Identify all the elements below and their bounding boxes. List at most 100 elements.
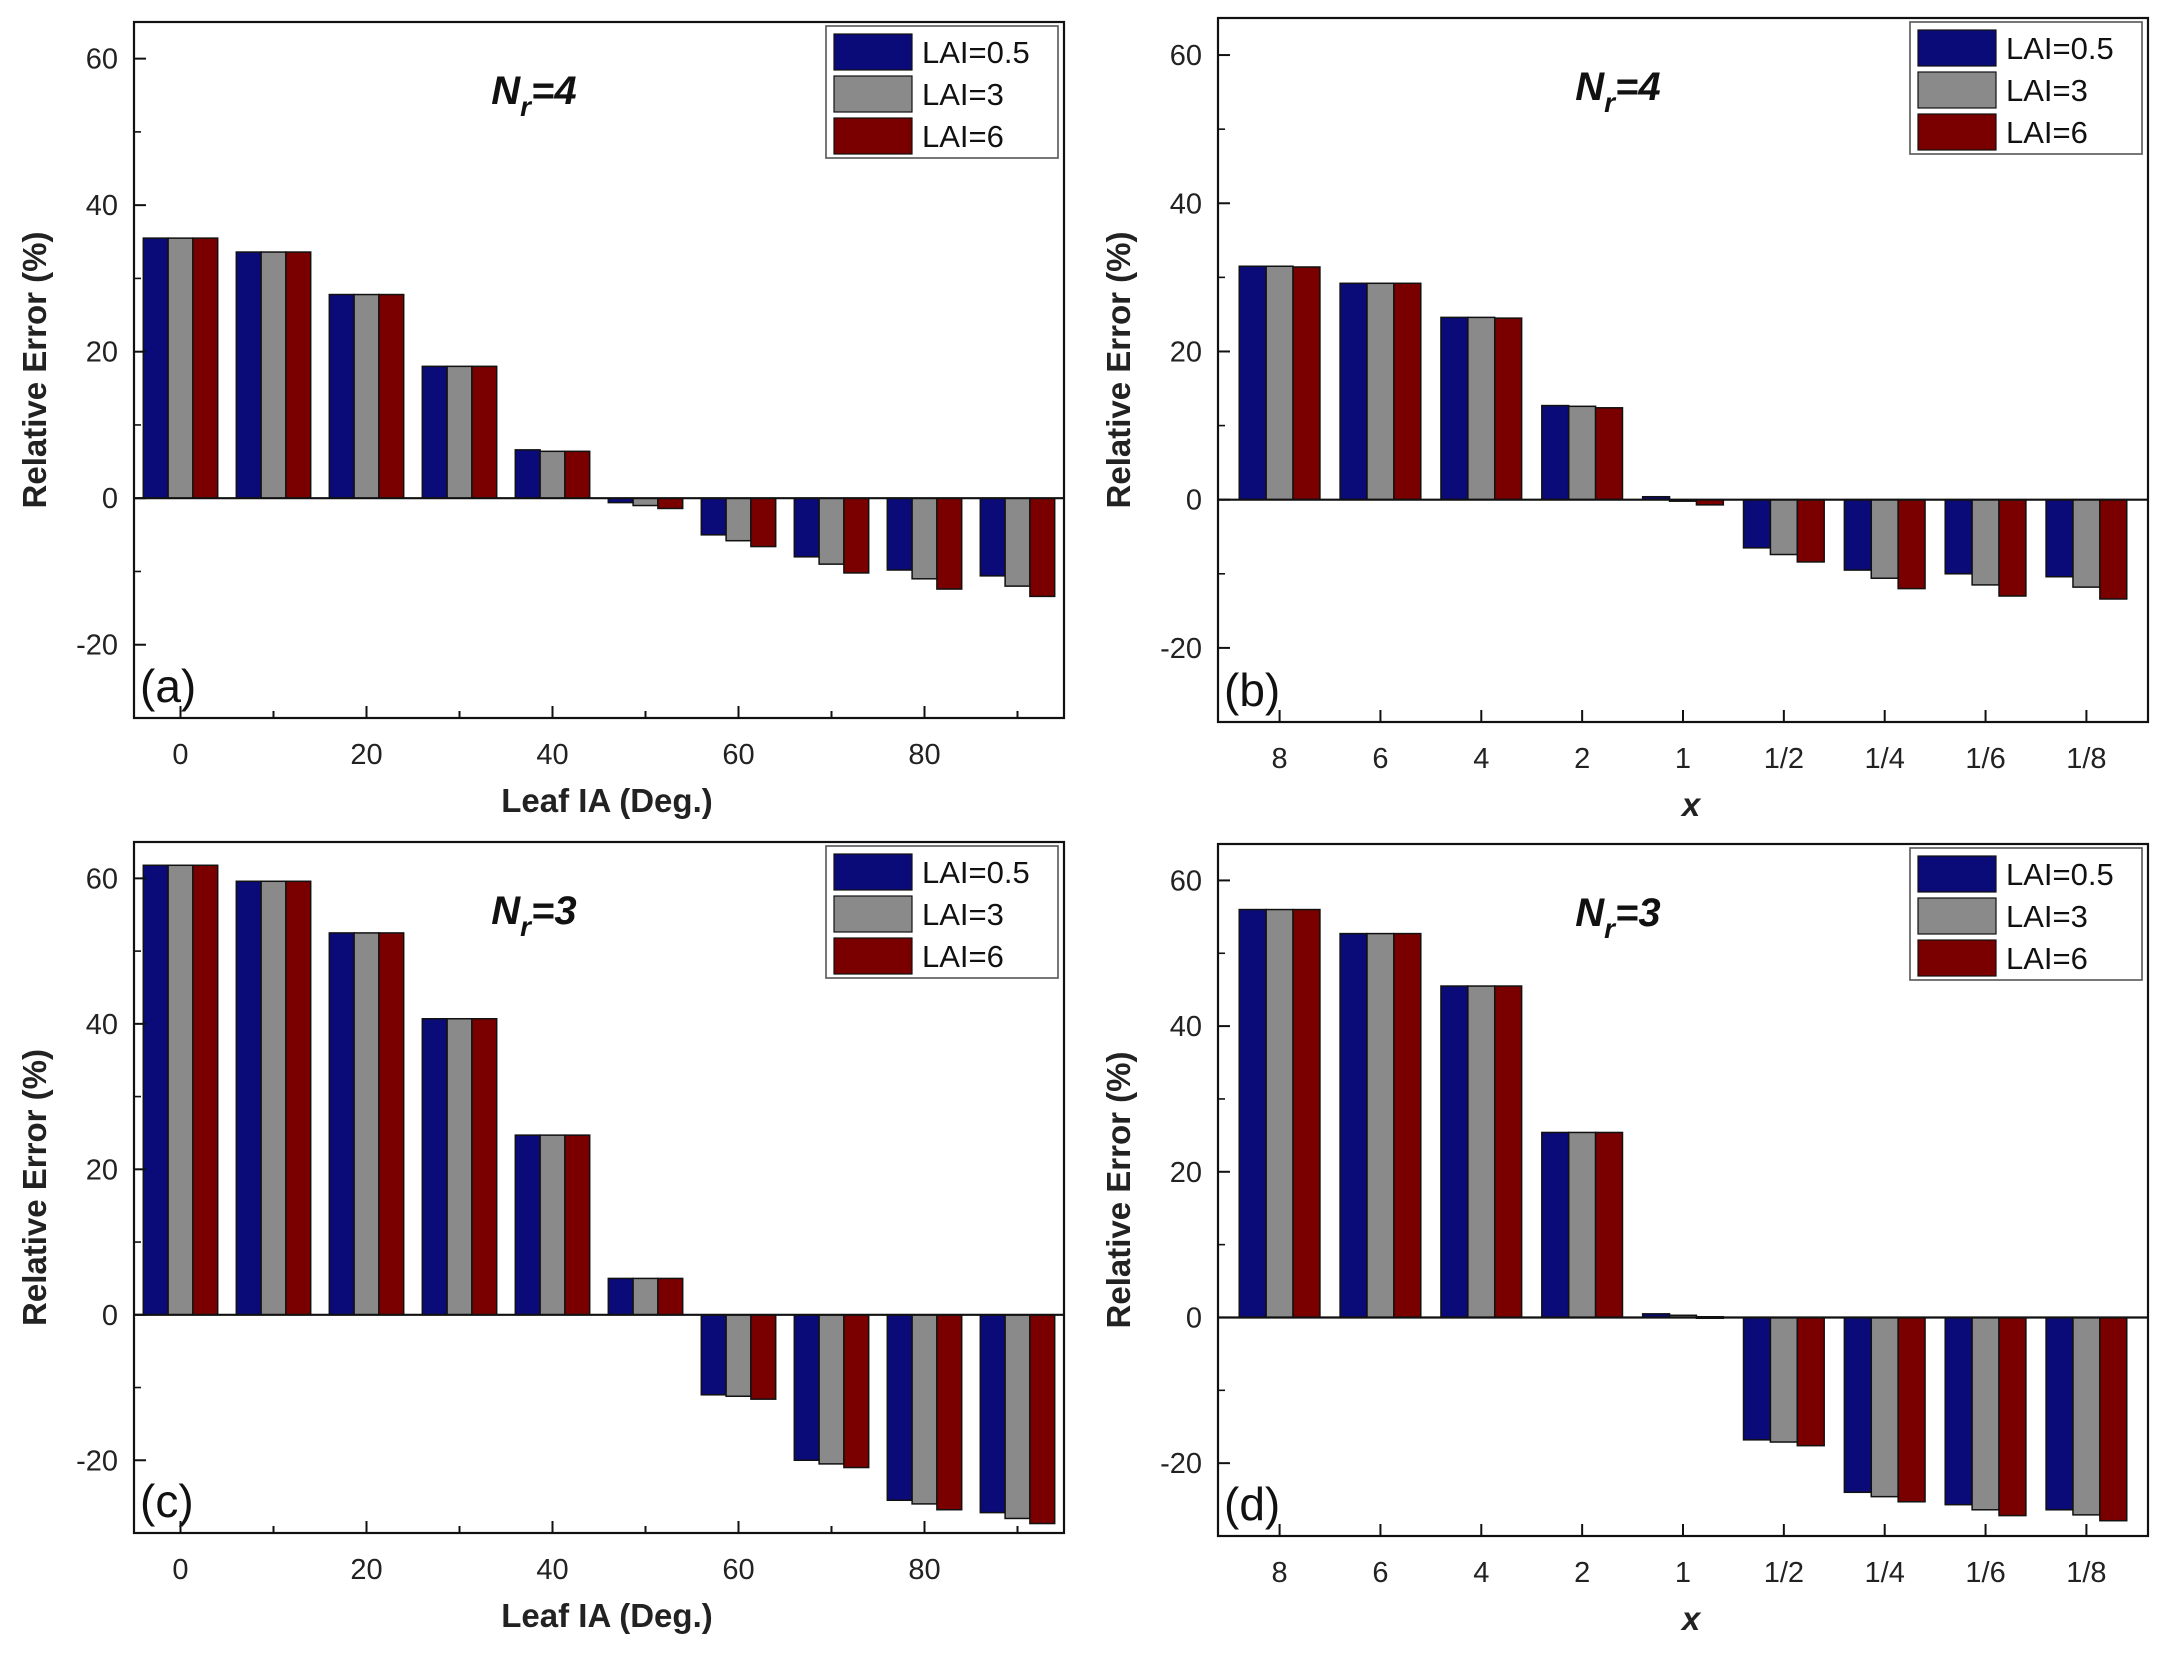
bar-2-2-7: [843, 1314, 870, 1469]
x-tick-label: 1/8: [2066, 1557, 2106, 1589]
bar-0-2-1: [285, 251, 312, 499]
title-rest: =3: [1615, 891, 1661, 935]
x-tick-label: 2: [1574, 743, 1590, 775]
bar-0-1-7: [818, 497, 845, 565]
legend-label-2: LAI=6: [922, 939, 1004, 974]
x-tick-label: 4: [1473, 1557, 1489, 1589]
legend-swatch-1: [833, 75, 913, 113]
bar-0-0-6: [700, 497, 727, 536]
bar-2-2-8: [936, 1314, 963, 1511]
y-axis-label: Relative Error (%): [16, 1049, 53, 1326]
x-tick-label: 20: [350, 739, 382, 771]
x-tick-label: 1/4: [1865, 1557, 1905, 1589]
bar-0-0-0: [142, 237, 169, 499]
legend-swatch-1: [1917, 897, 1997, 935]
legend-swatch-2: [833, 937, 913, 975]
legend-swatch-0: [833, 33, 913, 71]
bar-2-0-5: [607, 1277, 634, 1316]
bar-3-1-3: [1567, 1131, 1597, 1319]
bar-2-1-4: [539, 1134, 566, 1316]
x-tick-label: 1/4: [1865, 743, 1905, 775]
bar-1-1-2: [1467, 316, 1496, 501]
bar-2-1-1: [260, 880, 287, 1316]
bar-1-2-0: [1292, 266, 1321, 501]
bar-0-1-3: [446, 365, 473, 499]
y-axis-label: Relative Error (%): [1100, 232, 1137, 509]
bar-2-2-4: [564, 1134, 591, 1316]
bar-3-2-6: [1897, 1316, 1926, 1503]
bar-0-1-8: [911, 497, 938, 580]
bar-0-1-9: [1004, 497, 1031, 587]
x-tick-label: 1: [1675, 743, 1691, 775]
bar-1-2-8: [2099, 498, 2128, 600]
bar-2-2-1: [285, 880, 312, 1316]
legend-label-1: LAI=3: [922, 897, 1004, 932]
y-tick-label: 0: [1186, 485, 1202, 517]
x-tick-label: 8: [1272, 1557, 1288, 1589]
y-tick-label: 60: [86, 863, 118, 895]
y-tick-label: 60: [1170, 865, 1202, 897]
bar-3-1-6: [1870, 1316, 1899, 1498]
panel-label: (c): [140, 1475, 194, 1527]
bar-1-0-6: [1843, 498, 1873, 571]
x-tick-label: 80: [908, 739, 940, 771]
bar-0-1-1: [260, 251, 287, 499]
legend: LAI=0.5 LAI=3 LAI=6: [825, 845, 1059, 979]
x-tick-label: 0: [172, 739, 188, 771]
bar-0-1-2: [353, 293, 380, 499]
legend-label-2: LAI=6: [922, 119, 1004, 154]
title-rest: =4: [531, 69, 577, 113]
panel-label: (b): [1224, 664, 1280, 716]
bar-1-1-7: [1971, 498, 2000, 586]
x-tick-label: 6: [1372, 743, 1388, 775]
bar-3-0-2: [1440, 985, 1469, 1319]
bar-1-1-6: [1870, 498, 1899, 579]
bar-3-0-3: [1541, 1131, 1570, 1319]
bar-0-0-2: [328, 293, 355, 499]
x-tick-label: 0: [172, 1554, 188, 1586]
legend-label-2: LAI=6: [2006, 115, 2088, 150]
legend-swatch-0: [833, 853, 913, 891]
title-sub: r: [520, 911, 533, 942]
x-axis-label: Leaf IA (Deg.): [501, 1597, 712, 1634]
title-rest: =4: [1615, 65, 1661, 109]
y-axis-label: Relative Error (%): [16, 232, 53, 509]
y-tick-label: 0: [102, 483, 118, 515]
y-tick-label: 0: [102, 1300, 118, 1332]
legend: LAI=0.5 LAI=3 LAI=6: [1909, 21, 2143, 155]
chart-title: Nr=3: [491, 889, 576, 942]
plot-frame: [132, 840, 1066, 1535]
bar-2-1-3: [446, 1018, 473, 1316]
bar-2-0-8: [886, 1314, 913, 1502]
bar-3-1-1: [1366, 932, 1395, 1319]
bar-1-2-7: [1998, 498, 2027, 597]
y-tick-label: 20: [86, 1154, 118, 1186]
y-tick-label: 20: [1170, 1157, 1202, 1189]
bar-2-1-6: [725, 1314, 752, 1398]
title-rest: =3: [531, 889, 577, 933]
chart-panel-1: -20 0 20 40 60 8 6 4 2 1 1/2 1/4 1/6 1/8 x Relative Err…: [1100, 16, 2150, 823]
x-tick-label: 4: [1473, 743, 1489, 775]
bar-0-2-8: [936, 497, 963, 590]
bar-1-1-0: [1265, 265, 1294, 501]
chart-title: Nr=4: [491, 69, 576, 122]
y-tick-label: 40: [86, 1009, 118, 1041]
legend: LAI=0.5 LAI=3 LAI=6: [1909, 847, 2143, 981]
panel-label: (d): [1224, 1478, 1280, 1530]
bar-2-1-5: [632, 1277, 659, 1316]
title-main: N: [1575, 891, 1605, 935]
y-tick-label: -20: [76, 630, 118, 662]
plot-frame: [132, 20, 1066, 720]
bar-2-0-7: [793, 1314, 820, 1462]
legend-swatch-2: [1917, 113, 1997, 151]
x-tick-label: 80: [908, 1554, 940, 1586]
bar-1-1-3: [1567, 405, 1597, 501]
legend-label-0: LAI=0.5: [922, 855, 1030, 890]
title-main: N: [491, 69, 521, 113]
bar-2-1-2: [353, 932, 380, 1316]
bar-1-0-2: [1440, 316, 1469, 501]
bar-3-0-8: [2045, 1316, 2074, 1511]
chart-title: Nr=4: [1575, 65, 1660, 118]
bar-2-1-9: [1004, 1314, 1031, 1520]
